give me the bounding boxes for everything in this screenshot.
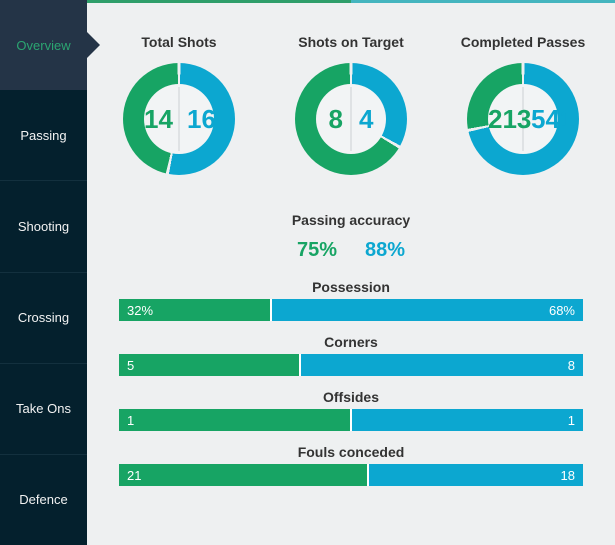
completed-passes-donut: 213 541 — [467, 63, 579, 175]
away-passing-accuracy: 88% — [365, 239, 406, 261]
possession-bar-group: Possession 32% 68% — [119, 279, 583, 321]
donut-center-divider — [178, 87, 180, 151]
comparison-bars-section: Possession 32% 68% Corners 5 — [87, 279, 615, 486]
chart-title: Completed Passes — [460, 34, 586, 50]
chart-title: Shots on Target — [298, 34, 404, 50]
home-bar-label: 5 — [127, 357, 135, 373]
home-bar-label: 1 — [127, 412, 135, 428]
home-value: 8 — [328, 103, 343, 134]
bar-title: Fouls conceded — [297, 444, 405, 460]
home-bar-label: 21 — [127, 467, 142, 483]
donut-center-divider — [522, 87, 524, 151]
sidebar-item-shooting[interactable]: Shooting — [0, 180, 87, 272]
donut-hole: 8 4 — [316, 84, 386, 154]
donut-center-divider — [350, 87, 352, 151]
offsides-bar-group: Offsides 1 1 — [119, 389, 583, 431]
sidebar-item-label: Defence — [19, 492, 68, 508]
sidebar-item-label: Crossing — [17, 310, 70, 326]
home-value: 213 — [488, 103, 532, 134]
sidebar-item-defence[interactable]: Defence — [0, 453, 87, 545]
passing-accuracy-title: Passing accuracy — [291, 212, 411, 228]
away-bar-label: 18 — [560, 467, 575, 483]
away-value: 541 — [531, 103, 575, 134]
passing-accuracy-values: 75% 88% — [87, 239, 615, 262]
sidebar-item-passing[interactable]: Passing — [0, 90, 87, 181]
donut-charts-row: Total Shots 14 16 Shots on Target 8 4 — [87, 34, 615, 175]
bar-segment-home: 21 — [119, 464, 368, 486]
shots-on-target-chart: Shots on Target 8 4 — [269, 34, 433, 175]
bar-title: Corners — [324, 334, 378, 350]
bar-title: Offsides — [322, 389, 379, 405]
total-shots-chart: Total Shots 14 16 — [97, 34, 261, 175]
fouls-conceded-bar: 21 18 — [119, 464, 583, 486]
chart-title: Total Shots — [141, 34, 217, 50]
total-shots-donut: 14 16 — [123, 63, 235, 175]
bar-segment-home: 32% — [119, 299, 270, 321]
sidebar-item-crossing[interactable]: Crossing — [0, 271, 87, 363]
sidebar-item-label: Passing — [20, 127, 67, 143]
away-bar-label: 8 — [567, 357, 575, 373]
home-value: 14 — [144, 103, 173, 134]
away-value: 16 — [187, 103, 216, 134]
home-passing-accuracy: 75% — [296, 239, 337, 261]
bar-segment-away: 1 — [352, 409, 583, 431]
accent-home-segment — [87, 0, 351, 3]
away-bar-label: 68% — [548, 302, 575, 318]
possession-bar: 32% 68% — [119, 299, 583, 321]
donut-hole: 213 541 — [488, 84, 575, 154]
home-bar-label: 32% — [127, 302, 154, 318]
bar-segment-home: 1 — [119, 409, 350, 431]
bar-title: Possession — [312, 279, 390, 295]
bar-segment-away: 8 — [300, 354, 583, 376]
fouls-conceded-bar-group: Fouls conceded 21 18 — [119, 444, 583, 486]
sidebar-item-take-ons[interactable]: Take Ons — [0, 362, 87, 454]
bar-segment-away: 68% — [271, 299, 583, 321]
sidebar: Overview Passing Shooting Crossing Take … — [0, 0, 100, 545]
corners-bar-group: Corners 5 8 — [119, 334, 583, 376]
overview-panel: Total Shots 14 16 Shots on Target 8 4 — [87, 0, 615, 545]
bar-segment-home: 5 — [119, 354, 299, 376]
corners-bar: 5 8 — [119, 354, 583, 376]
donut-hole: 14 16 — [144, 84, 216, 154]
offsides-bar: 1 1 — [119, 409, 583, 431]
away-bar-label: 1 — [567, 412, 575, 428]
away-value: 4 — [359, 103, 374, 134]
shots-on-target-donut: 8 4 — [295, 63, 407, 175]
sidebar-item-overview[interactable]: Overview — [0, 0, 100, 91]
passing-accuracy-section: Passing accuracy 75% 88% — [87, 212, 615, 262]
active-tab-pointer-icon — [87, 32, 100, 59]
bar-segment-away: 18 — [369, 464, 583, 486]
accent-away-segment — [351, 0, 615, 3]
top-accent-bar — [87, 0, 615, 3]
sidebar-item-label: Overview — [16, 37, 71, 53]
completed-passes-chart: Completed Passes 213 541 — [441, 34, 605, 175]
sidebar-item-label: Shooting — [17, 218, 70, 234]
sidebar-item-label: Take Ons — [16, 401, 71, 417]
